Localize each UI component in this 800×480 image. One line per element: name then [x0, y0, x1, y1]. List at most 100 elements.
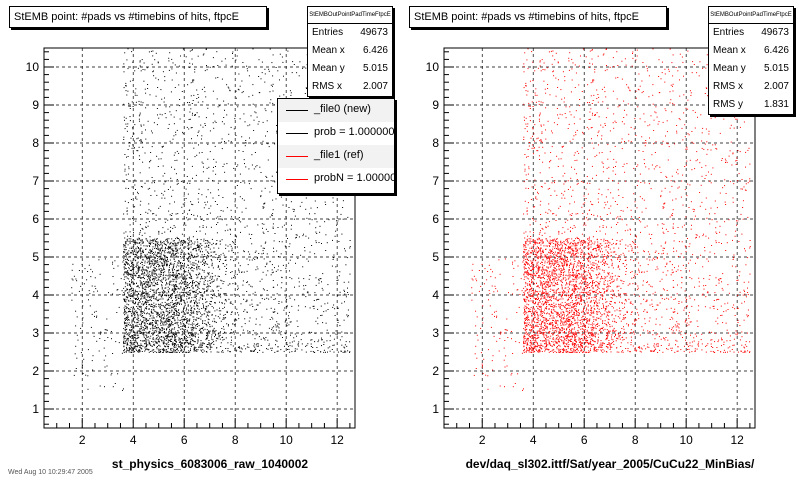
data-point	[187, 331, 189, 333]
data-point	[302, 235, 304, 237]
data-point	[314, 200, 316, 202]
data-point	[159, 352, 161, 353]
data-point	[143, 335, 145, 337]
data-point	[182, 244, 183, 246]
data-point	[223, 163, 225, 165]
data-point	[113, 283, 115, 285]
data-point	[149, 260, 151, 262]
data-point	[132, 127, 133, 129]
data-point	[185, 224, 187, 226]
data-point	[140, 348, 142, 350]
data-point	[209, 301, 211, 302]
data-point	[161, 302, 163, 304]
data-point	[179, 312, 180, 314]
data-point	[209, 332, 211, 334]
data-point	[153, 349, 155, 351]
data-point	[190, 307, 192, 309]
data-point	[95, 310, 97, 312]
data-point	[129, 120, 131, 122]
data-point	[208, 315, 210, 317]
data-point	[191, 331, 193, 333]
data-point	[162, 317, 164, 319]
data-point	[553, 240, 555, 242]
data-point	[180, 342, 182, 343]
data-point	[304, 306, 306, 308]
data-point	[562, 278, 564, 280]
data-point	[234, 273, 236, 275]
data-point	[166, 282, 167, 284]
data-point	[142, 301, 144, 303]
data-point	[343, 319, 345, 321]
data-point	[234, 349, 236, 351]
data-point	[131, 337, 133, 339]
data-point	[209, 343, 211, 345]
stats-value: 49673	[360, 27, 388, 38]
data-point	[123, 334, 125, 336]
data-point	[150, 282, 152, 284]
data-point	[250, 188, 252, 190]
data-point	[75, 345, 77, 347]
data-point	[221, 328, 223, 329]
data-point	[306, 258, 308, 260]
data-point	[170, 218, 172, 220]
data-point	[216, 286, 218, 288]
data-point	[193, 327, 195, 329]
data-point	[129, 324, 131, 326]
data-point	[150, 314, 152, 316]
data-point	[183, 319, 185, 321]
data-point	[173, 312, 175, 314]
data-point	[190, 240, 192, 242]
data-point	[100, 332, 102, 334]
y-tick-label: 7	[32, 174, 39, 188]
data-point	[156, 316, 158, 318]
data-point	[155, 322, 157, 323]
data-point	[302, 293, 304, 295]
data-point	[195, 319, 196, 321]
data-point	[171, 343, 173, 345]
data-point	[238, 270, 240, 272]
data-point	[246, 346, 248, 348]
data-point	[168, 297, 170, 298]
data-point	[346, 314, 348, 316]
data-point	[123, 274, 125, 276]
data-point	[193, 346, 195, 348]
data-point	[253, 119, 255, 121]
data-point	[206, 333, 208, 335]
data-point	[195, 298, 197, 300]
data-point	[173, 349, 175, 351]
data-point	[306, 291, 308, 293]
data-point	[152, 309, 154, 311]
data-point	[190, 312, 192, 313]
data-point	[146, 284, 148, 286]
data-point	[144, 324, 146, 326]
data-point	[141, 282, 143, 284]
data-point	[157, 335, 159, 337]
data-point	[146, 345, 147, 347]
data-point	[234, 201, 236, 203]
data-point	[175, 276, 177, 277]
data-point	[281, 226, 283, 228]
data-point	[185, 316, 186, 318]
data-point	[231, 311, 233, 313]
data-point	[196, 253, 198, 255]
data-point	[169, 284, 171, 286]
data-point	[223, 281, 225, 282]
data-point	[157, 320, 159, 322]
data-point	[201, 295, 203, 297]
data-point	[116, 289, 118, 291]
data-point	[188, 291, 190, 293]
data-point	[181, 303, 182, 305]
data-point	[230, 329, 232, 331]
data-point	[209, 277, 211, 279]
data-point	[231, 311, 232, 313]
data-point	[151, 327, 153, 329]
data-point	[202, 126, 204, 128]
data-point	[139, 242, 141, 244]
data-point	[202, 329, 204, 331]
data-point	[246, 270, 248, 272]
data-point	[141, 310, 142, 312]
data-point	[297, 326, 299, 327]
data-point	[199, 226, 201, 228]
data-point	[147, 323, 149, 325]
data-point	[150, 210, 152, 212]
